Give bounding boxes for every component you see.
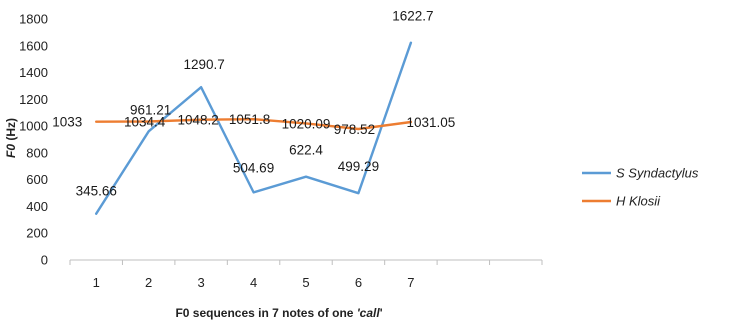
y-axis-ticks: 0 200 400 600 800 1000 1200 1400 1600 1800 <box>19 12 48 268</box>
data-label: 1033 <box>52 115 82 130</box>
y-tick-label: 800 <box>26 145 48 160</box>
data-label: 1290.7 <box>183 57 224 72</box>
x-tick-label: 5 <box>302 275 309 290</box>
y-tick-label: 1600 <box>19 38 48 53</box>
data-label: 961.21 <box>130 102 171 117</box>
y-tick-label: 200 <box>26 226 48 241</box>
y-tick-label: 1000 <box>19 119 48 134</box>
y-tick-label: 1800 <box>19 12 48 27</box>
x-tick-label: 7 <box>407 275 414 290</box>
y-tick-label: 1200 <box>19 92 48 107</box>
data-label: 504.69 <box>233 160 274 175</box>
x-tick-label: 6 <box>355 275 362 290</box>
x-axis-ticks: 1 2 3 4 5 6 7 <box>69 260 543 290</box>
y-axis-title: F0 (Hz) <box>4 118 18 158</box>
data-label: 1020.09 <box>282 116 331 131</box>
y-tick-label: 0 <box>41 253 48 268</box>
x-tick-label: 4 <box>250 275 257 290</box>
data-label: 1622.7 <box>392 9 433 24</box>
x-axis-title: F0 sequences in 7 notes of one 'call' <box>175 306 382 320</box>
data-label: 978.52 <box>334 122 375 137</box>
y-tick-label: 400 <box>26 199 48 214</box>
x-tick-label: 3 <box>197 275 204 290</box>
series-line-s-syndactylus <box>94 41 413 215</box>
x-tick-label: 2 <box>145 275 152 290</box>
legend-label: S Syndactylus <box>616 166 699 181</box>
data-label: 499.29 <box>338 159 379 174</box>
data-label: 345.66 <box>76 184 117 199</box>
series-layer <box>94 41 413 215</box>
data-label: 1034.4 <box>124 115 166 130</box>
legend: S Syndactylus H Klosii <box>582 166 699 209</box>
legend-label: H Klosii <box>616 194 661 209</box>
data-label: 622.4 <box>289 143 323 158</box>
y-tick-label: 600 <box>26 172 48 187</box>
data-labels: 345.66 961.21 1290.7 504.69 622.4 499.29 1622.… <box>52 9 455 199</box>
x-tick-label: 1 <box>93 275 100 290</box>
data-label: 1031.05 <box>406 115 455 130</box>
data-label: 1048.2 <box>177 113 218 128</box>
y-tick-label: 1400 <box>19 65 48 80</box>
data-label: 1051.8 <box>229 112 270 127</box>
series-line-h-klosii <box>94 117 413 131</box>
